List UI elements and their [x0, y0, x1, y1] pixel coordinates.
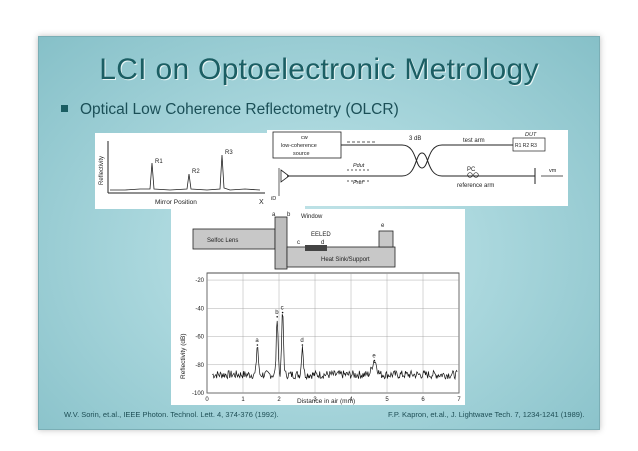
p-ref-label: Pref: [353, 180, 364, 186]
p-dut-label: Pdut: [353, 163, 365, 169]
y-tick-label: -100: [192, 391, 205, 397]
reflectivity-distance-chart: -20 -40 -60 -80 -100 0 1 2 3 4 5 6 7 a bc d e Reflecti…: [180, 272, 461, 405]
peak-label-d: d: [300, 338, 303, 344]
eeled-label: EELED: [311, 232, 331, 238]
bullet-item: Optical Low Coherence Reflectometry (OLC…: [61, 101, 399, 119]
marker-e: e: [381, 223, 385, 229]
x-tick-label: 2: [277, 397, 281, 403]
olcr-setup-diagram: cw low-coherence source 3 dB test arm DU…: [267, 130, 568, 206]
slide: LCI on Optoelectronic Metrology Optical …: [38, 36, 600, 430]
x-tick-label: 5: [385, 397, 389, 403]
x-tick-label: 7: [457, 397, 461, 403]
detector-icon: [280, 169, 290, 183]
chart-plot-area: [206, 272, 460, 394]
slide-title: LCI on Optoelectronic Metrology: [99, 53, 539, 86]
y-tick-label: -80: [195, 363, 204, 369]
peak-label-a: a: [255, 338, 259, 344]
bullet-square-icon: [61, 105, 68, 112]
marker-a: a: [272, 212, 276, 218]
velocity-label: vm: [549, 168, 557, 174]
reflectivity-xlabel: Mirror Position: [155, 199, 197, 206]
peak-point-b: [276, 315, 278, 318]
marker-c: c: [297, 240, 300, 246]
peak-label-r3: R3: [225, 150, 233, 156]
source-label-2: low-coherence: [281, 143, 317, 149]
dut-reflections: R1 R2 R3: [515, 143, 537, 149]
peak-label-e: e: [372, 354, 376, 360]
peak-point-e: [373, 359, 376, 362]
test-arm-label: test arm: [463, 138, 485, 144]
y-tick-label: -60: [195, 335, 204, 341]
citation-left: W.V. Sorin, et.al., IEEE Photon. Technol…: [64, 410, 279, 419]
x-tick-label: 4: [349, 397, 353, 403]
x-tick-label: 3: [313, 397, 317, 403]
chart-xlabel: Distance in air (mm): [297, 398, 355, 405]
chart-ylabel: Reflectivity (dB): [180, 333, 187, 379]
y-tick-label: -20: [195, 278, 204, 284]
window-label: Window: [301, 214, 323, 220]
marker-b: b: [287, 212, 291, 218]
x-tick-label: 1: [241, 397, 245, 403]
axis-x-label: X: [259, 199, 264, 206]
x-tick-label: 6: [421, 397, 425, 403]
source-label-1: cw: [301, 135, 308, 141]
peak-label-r2: R2: [192, 169, 200, 175]
reference-arm-label: reference arm: [457, 183, 494, 189]
marker-d: d: [321, 240, 324, 246]
heatsink-label: Heat Sink/Support: [321, 257, 370, 263]
bullet-text: Optical Low Coherence Reflectometry (OLC…: [80, 101, 399, 118]
pc-label: PC: [467, 167, 476, 173]
device-schematic: Selfoc Lens Window EELED Heat Sink/Suppo…: [192, 212, 396, 270]
source-label-3: source: [293, 151, 310, 157]
selfoc-lens-label: Selfoc Lens: [207, 238, 238, 244]
x-tick-label: 0: [205, 397, 209, 403]
dut-label: DUT: [525, 132, 537, 138]
peak-label-r1: R1: [155, 159, 163, 165]
peak-label-c: c: [281, 306, 284, 312]
reflectivity-ylabel: Reflectivity: [99, 156, 105, 185]
peak-point-a: [256, 344, 259, 346]
peak-point-d: [301, 344, 304, 346]
peak-label-b: b: [275, 310, 279, 316]
reflectivity-series-line: [212, 314, 458, 381]
olcr-measurement-figure: Selfoc Lens Window EELED Heat Sink/Suppo…: [171, 209, 465, 405]
coupler-label: 3 dB: [409, 136, 421, 142]
peak-point-c: [281, 311, 284, 314]
reflectivity-trace: [110, 154, 261, 191]
y-tick-label: -40: [195, 306, 204, 312]
detector-label: iD: [271, 196, 276, 202]
citation-right: F.P. Kapron, et.al., J. Lightwave Tech. …: [388, 410, 585, 419]
